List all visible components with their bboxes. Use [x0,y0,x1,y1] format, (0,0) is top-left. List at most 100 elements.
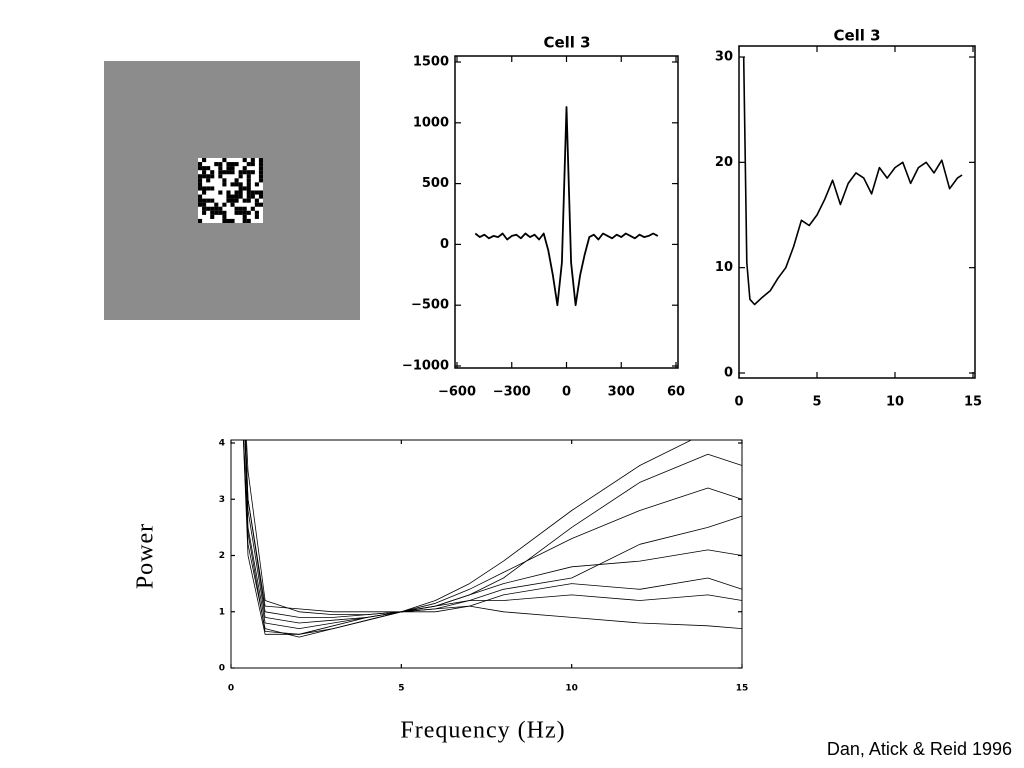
noise-cell [250,170,255,175]
noise-cell [254,182,259,187]
noise-cell [242,158,247,163]
y-tick-label: 0 [724,366,733,381]
noise-cell [202,174,207,179]
noise-cell [222,178,227,183]
noise-cell [198,182,203,187]
noise-cell [250,206,255,211]
noise-cell [246,162,251,167]
x-tick-label: −300 [493,385,531,400]
noise-cell [218,174,223,179]
noise-cell [234,182,239,187]
noise-cell [210,214,215,219]
noise-cell [234,206,239,211]
data-line [243,440,693,635]
noise-cell [210,206,215,211]
noise-cell [214,210,219,215]
noise-cell [250,162,255,167]
noise-cell [258,166,263,171]
data-line [246,440,743,615]
noise-cell [202,170,207,175]
data-line [474,106,659,307]
noise-cell [254,210,259,215]
noise-cell [206,198,211,203]
noise-cell [198,186,203,191]
noise-cell [230,218,235,223]
noise-cell [218,210,223,215]
y-tick-label: 1 [219,607,225,617]
y-tick-label: −500 [411,298,449,313]
noise-cell [214,162,219,167]
noise-cell [222,158,227,163]
noise-cell [246,178,251,183]
noise-cell [250,194,255,199]
noise-cell [226,162,231,167]
noise-cell [218,166,223,171]
noise-cell [246,198,251,203]
noise-cell [206,174,211,179]
noise-cell [254,198,259,203]
noise-cell [242,170,247,175]
y-tick-label: 500 [422,176,449,191]
noise-cell [246,174,251,179]
noise-cell [242,206,247,211]
noise-cell [238,190,243,195]
noise-cell [210,186,215,191]
noise-cell [226,170,231,175]
chart-title: Cell 3 [833,27,880,45]
noise-cell [218,162,223,167]
x-axis-label: Frequency (Hz) [400,718,565,744]
noise-cell [202,158,207,163]
noise-cell [254,214,259,219]
x-tick-label: 0 [562,385,571,400]
noise-cell [238,206,243,211]
noise-cell [258,162,263,167]
noise-cell [198,174,203,179]
noise-cell [222,182,227,187]
noise-cell [234,162,239,167]
y-tick-label: 1500 [413,55,449,70]
noise-cell [222,214,227,219]
noise-cell [206,186,211,191]
noise-cell [234,198,239,203]
noise-cell [238,186,243,191]
noise-cell [230,162,235,167]
noise-cell [226,166,231,171]
noise-cell [258,178,263,183]
noise-cell [258,202,263,207]
noise-cell [250,190,255,195]
noise-cell [226,198,231,203]
x-tick-label: 5 [812,395,821,410]
noise-cell [258,194,263,199]
noise-cell [202,210,207,215]
data-line [243,440,743,638]
noise-cell [238,174,243,179]
noise-cell [246,190,251,195]
x-tick-label: 300 [608,385,635,400]
noise-cell [218,206,223,211]
noise-cell [226,190,231,195]
noise-cell [230,170,235,175]
noise-cell [246,194,251,199]
noise-cell [210,174,215,179]
noise-cell [258,170,263,175]
noise-cell [234,190,239,195]
noise-cell [230,202,235,207]
data-line [244,440,743,624]
noise-cell [242,186,247,191]
noise-cell [218,190,223,195]
noise-cell [222,170,227,175]
noise-cell [206,166,211,171]
noise-cell [210,170,215,175]
noise-cell [238,170,243,175]
plot-frame [738,45,976,379]
y-axis-label: Power [133,523,159,589]
x-tick-label: 0 [228,684,234,694]
noise-cell [222,218,227,223]
chart-title: Cell 3 [543,34,590,52]
noise-cell [218,170,223,175]
noise-cell [242,214,247,219]
noise-cell [258,174,263,179]
y-tick-label: 2 [219,551,225,561]
noise-cell [210,198,215,203]
x-tick-label: 10 [886,395,904,410]
